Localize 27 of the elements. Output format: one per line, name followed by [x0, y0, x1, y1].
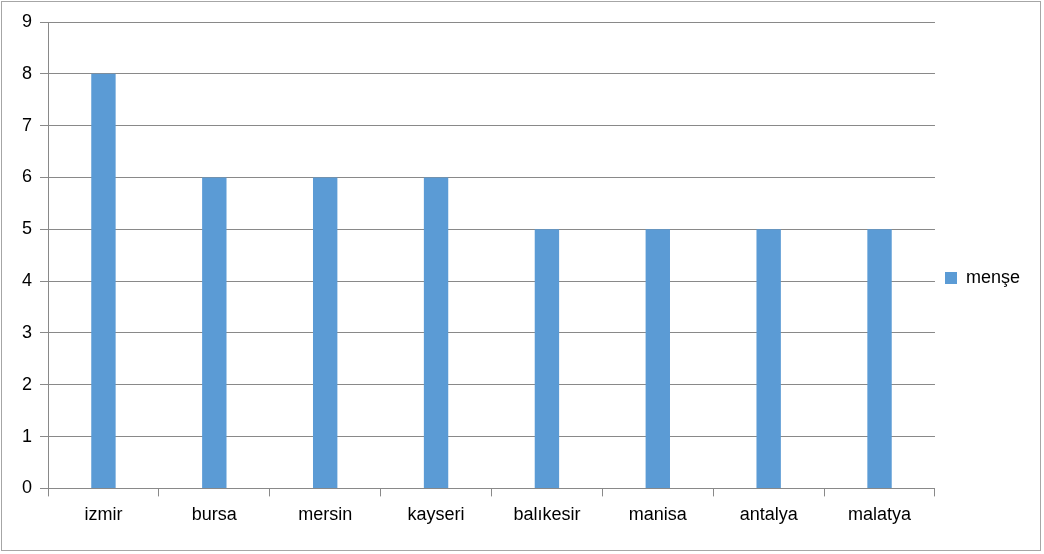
- bar: [756, 229, 781, 488]
- legend-label: menşe: [965, 266, 1020, 287]
- x-tick-label: izmir: [84, 504, 123, 525]
- x-tick-label: manisa: [628, 504, 688, 525]
- y-tick-label: 5: [22, 218, 33, 239]
- x-tick-label: malatya: [848, 504, 913, 525]
- bar: [867, 229, 892, 488]
- bar: [423, 177, 449, 488]
- y-tick-label: 8: [22, 62, 33, 83]
- bar: [91, 73, 116, 488]
- y-tick-label: 4: [22, 270, 33, 291]
- bar: [312, 177, 338, 488]
- y-tick-label: 2: [22, 373, 33, 394]
- y-tick-label: 1: [22, 425, 33, 446]
- x-tick-label: mersin: [298, 504, 353, 525]
- x-tick-label: balıkesir: [513, 504, 581, 525]
- y-tick-label: 3: [22, 321, 33, 342]
- y-tick-label: 0: [22, 477, 33, 498]
- x-tick-label: kayseri: [407, 504, 465, 525]
- y-tick-label: 6: [22, 166, 33, 187]
- bar: [534, 229, 560, 488]
- y-tick-label: 9: [22, 10, 33, 31]
- bar: [202, 177, 227, 488]
- bar: [645, 229, 670, 488]
- x-tick-label: bursa: [191, 504, 238, 525]
- y-tick-label: 7: [22, 114, 33, 135]
- x-tick-label: antalya: [739, 504, 799, 525]
